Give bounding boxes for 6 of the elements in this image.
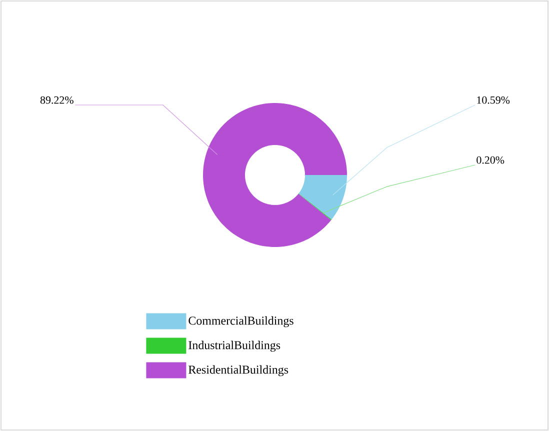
legend-label: CommercialBuildings — [188, 316, 294, 328]
data-label: 89.22% — [40, 96, 74, 104]
legend-label: ResidentialBuildings — [188, 365, 288, 376]
data-label: 10.59% — [477, 96, 510, 104]
legend-label: IndustrialBuildings — [188, 340, 280, 352]
data-label: 0.20% — [476, 156, 504, 164]
